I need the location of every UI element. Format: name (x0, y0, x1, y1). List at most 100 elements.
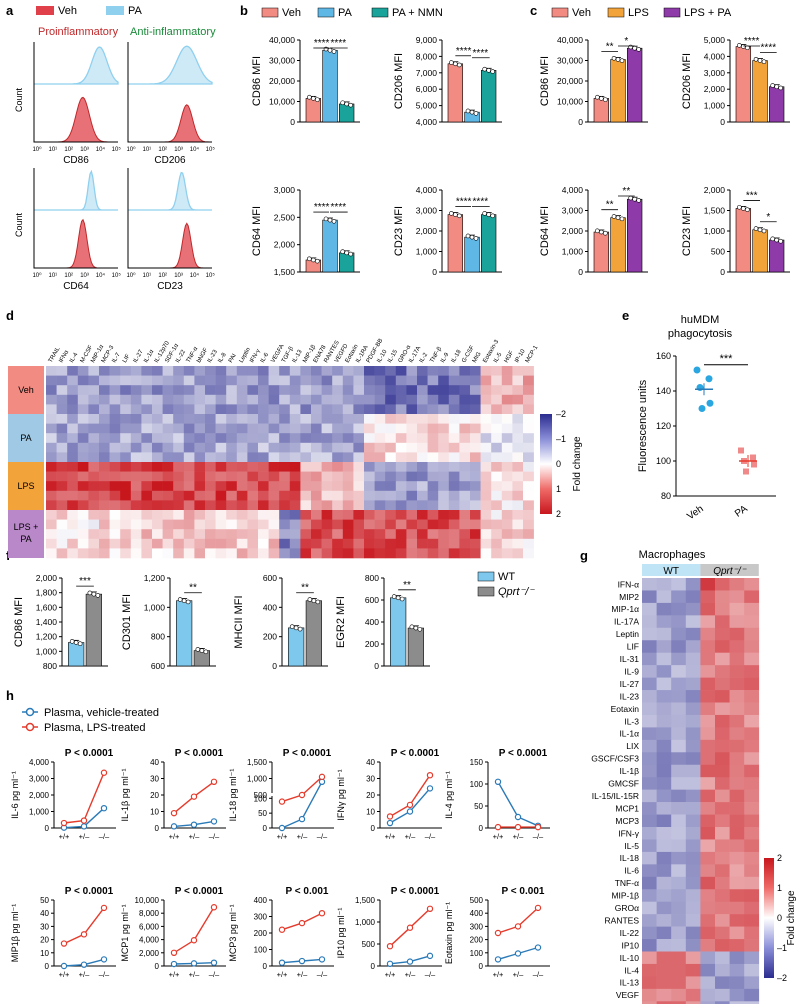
d-cell-5-36 (427, 414, 439, 424)
b1-ytick-1: 5,000 (416, 101, 438, 111)
f2-bar-1 (305, 600, 322, 667)
d-scale-bar (540, 414, 552, 514)
g-cell-5-7 (744, 640, 760, 653)
d-cell-1-10 (152, 375, 163, 386)
g-cell-20-3 (685, 827, 701, 840)
d-cell-16-39 (459, 519, 471, 530)
d-cell-0-7 (120, 366, 132, 376)
d-cell-4-5 (99, 404, 110, 415)
d-cell-6-36 (427, 423, 439, 434)
h3-xtick-0: +/+ (385, 832, 396, 841)
h8-xtick-0: +/+ (385, 970, 396, 979)
hist-xtick-3-2: 10² (158, 273, 167, 279)
legend-swatch-veh-b (261, 7, 279, 18)
g-cell-5-5 (715, 640, 730, 653)
d-cell-8-14 (194, 442, 206, 453)
hist-xtick-0-0: 10⁰ (32, 146, 42, 153)
b2-dot-2-2 (348, 251, 353, 257)
g-cell-21-1 (656, 839, 672, 853)
d-cell-6-23 (289, 423, 301, 434)
c0-dot-1-0 (611, 55, 617, 61)
h9-pt-veh-2 (534, 944, 542, 951)
g-row-label-12: IL-1α (619, 729, 639, 739)
f0-dot-0-2 (77, 641, 83, 647)
d-cell-5-20 (258, 414, 269, 424)
d-cell-4-17 (226, 404, 238, 415)
d-cell-11-1 (56, 471, 68, 482)
g-cell-27-1 (656, 914, 672, 927)
d-cell-6-4 (88, 423, 100, 434)
d-cell-11-6 (109, 471, 121, 482)
d-cell-10-20 (258, 462, 269, 472)
g-cell-2-7 (744, 602, 760, 616)
d-cell-5-41 (480, 414, 492, 424)
d-cell-3-8 (130, 394, 142, 405)
d-cell-7-25 (311, 433, 322, 444)
f3-ylabel: EGR2 MFI (335, 596, 347, 648)
d-cell-5-26 (321, 414, 333, 424)
d-cell-17-41 (480, 529, 492, 540)
d-cell-8-24 (300, 442, 312, 453)
d-cell-3-32 (385, 394, 397, 405)
g-row-label-31: IL-4 (624, 965, 639, 975)
g-cell-9-5 (715, 690, 730, 703)
d-cell-1-41 (480, 375, 492, 386)
d-cell-15-1 (56, 510, 68, 520)
d-cell-19-23 (289, 548, 301, 559)
d-cell-13-0 (46, 490, 57, 501)
d-cell-18-3 (77, 538, 89, 549)
g-cell-19-4 (700, 814, 716, 828)
d-cell-7-29 (353, 433, 365, 444)
d-cell-15-13 (183, 510, 195, 520)
d-cell-9-7 (120, 452, 132, 463)
d-cell-3-2 (67, 394, 79, 405)
f2-sig: ** (301, 583, 309, 594)
d-cell-14-38 (448, 500, 460, 511)
d-cell-5-45 (523, 414, 534, 424)
b0-ylabel: CD86 MFI (251, 56, 263, 106)
d-cell-5-4 (88, 414, 100, 424)
c2-dot-0-0 (595, 228, 600, 234)
d-cell-17-23 (289, 529, 301, 540)
d-cell-1-42 (491, 375, 503, 386)
f0-dot-1-2 (95, 593, 101, 598)
legend-swatch-wt (477, 571, 495, 582)
g-cell-19-1 (656, 814, 672, 828)
d-cell-7-40 (470, 433, 481, 444)
d-cell-6-11 (162, 423, 174, 434)
d-cell-18-12 (173, 538, 185, 549)
g-cell-18-0 (642, 802, 657, 815)
g-scale-label: Fold change (786, 890, 797, 945)
d-cell-18-36 (427, 538, 439, 549)
d-cell-8-43 (501, 442, 513, 453)
d-cell-9-24 (300, 452, 312, 463)
hist-marker-2: CD64 (63, 281, 89, 292)
h0-pt-veh-2 (100, 805, 108, 812)
d-cell-15-19 (247, 510, 259, 520)
e-title-line1: huMDM (681, 314, 720, 326)
b2-dot-0-2 (315, 258, 320, 264)
h4-ylabel: IL-4 pg ml⁻¹ (444, 771, 454, 819)
d-cell-5-38 (448, 414, 460, 424)
d-cell-3-38 (448, 394, 460, 405)
h6-pval: P < 0.0001 (175, 886, 224, 897)
d-cell-7-37 (438, 433, 450, 444)
d-cell-2-26 (321, 385, 333, 396)
g-cell-27-3 (685, 914, 701, 927)
d-cell-0-38 (448, 366, 460, 376)
d-cell-0-36 (427, 366, 439, 376)
d-cell-5-39 (459, 414, 471, 424)
d-cell-1-12 (173, 375, 185, 386)
d-cell-19-9 (141, 548, 153, 559)
d-cell-13-32 (385, 490, 397, 501)
d-cell-18-35 (417, 538, 428, 549)
d-cell-11-18 (236, 471, 248, 482)
h6-xtick-0: +/+ (169, 970, 180, 979)
d-cell-9-16 (215, 452, 227, 463)
d-cell-2-28 (342, 385, 354, 396)
d-cell-18-20 (258, 538, 269, 549)
d-cell-12-3 (77, 481, 89, 492)
d-cell-10-14 (194, 462, 206, 472)
d-cell-10-19 (247, 462, 259, 472)
d-cell-1-6 (109, 375, 121, 386)
